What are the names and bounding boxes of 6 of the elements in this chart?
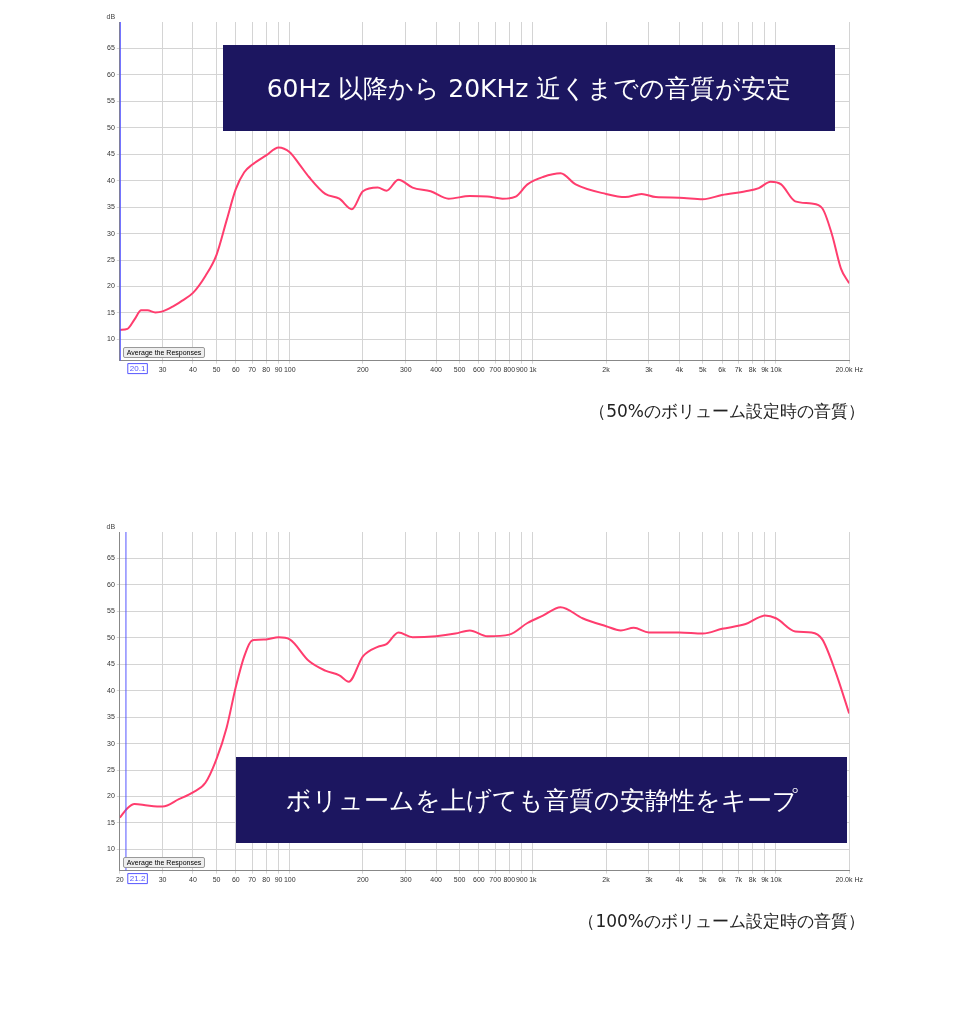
text: （100%のボリューム設定時の音質） bbox=[578, 910, 865, 933]
ref-line-label: 21.2 bbox=[129, 873, 146, 883]
ref-line-label: 20.1 bbox=[129, 363, 146, 373]
text: （50%のボリューム設定時の音質） bbox=[589, 400, 865, 423]
title-banner: 60Hz 以降から 20KHz 近くまでの音質が安定 bbox=[223, 45, 835, 131]
title-banner: ボリュームを上げても音質の安静性をキープ bbox=[236, 757, 847, 843]
